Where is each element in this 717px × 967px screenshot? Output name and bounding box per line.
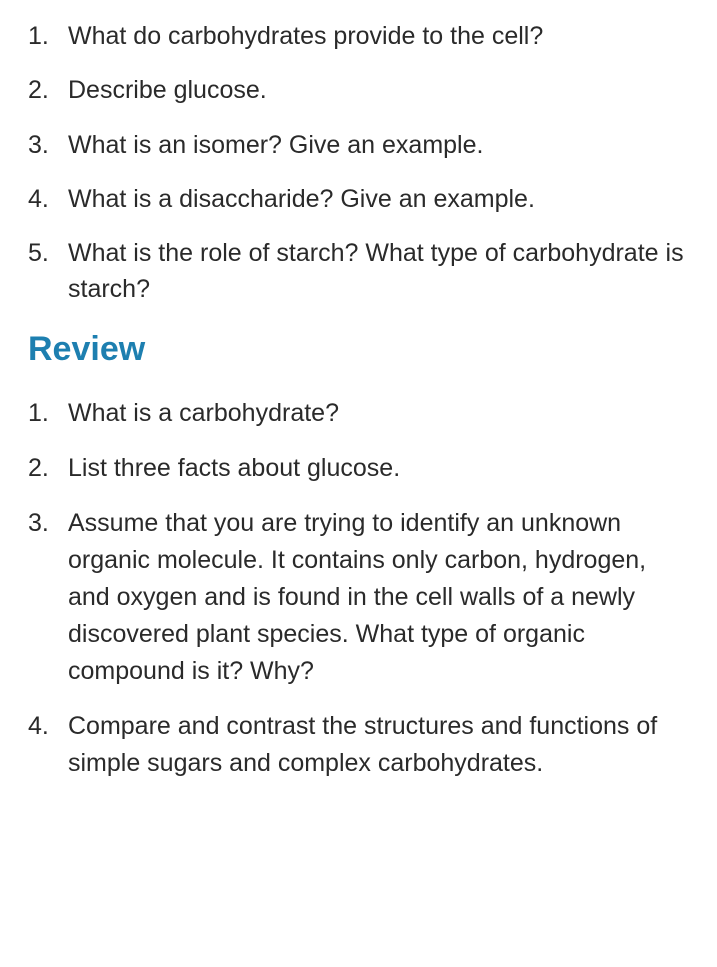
list-item: Describe glucose. xyxy=(28,72,689,108)
list-item: Compare and contrast the structures and … xyxy=(28,708,689,782)
list-item: What is a disaccharide? Give an example. xyxy=(28,181,689,217)
list-item: List three facts about glucose. xyxy=(28,450,689,487)
questions-list-1: What do carbohydrates provide to the cel… xyxy=(28,18,689,308)
list-item: What is an isomer? Give an example. xyxy=(28,127,689,163)
list-item: What is the role of starch? What type of… xyxy=(28,235,689,308)
questions-list-2: What is a carbohydrate? List three facts… xyxy=(28,395,689,782)
review-heading: Review xyxy=(28,330,689,369)
list-item: What do carbohydrates provide to the cel… xyxy=(28,18,689,54)
list-item: Assume that you are trying to identify a… xyxy=(28,505,689,690)
list-item: What is a carbohydrate? xyxy=(28,395,689,432)
